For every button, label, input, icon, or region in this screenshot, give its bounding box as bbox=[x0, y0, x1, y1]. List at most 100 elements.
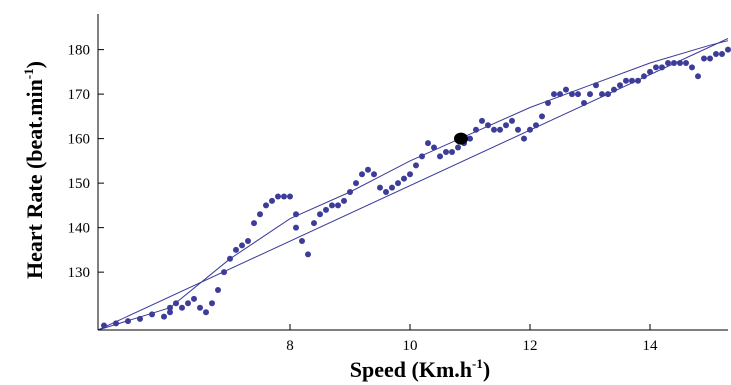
data-point bbox=[449, 148, 455, 155]
y-tick-label: 130 bbox=[68, 265, 91, 281]
data-point bbox=[629, 77, 635, 84]
data-point bbox=[695, 73, 701, 80]
axes bbox=[97, 14, 728, 331]
data-point bbox=[599, 91, 605, 98]
data-point bbox=[563, 86, 569, 93]
data-point bbox=[329, 202, 335, 209]
data-point bbox=[407, 171, 413, 178]
data-point bbox=[635, 77, 641, 84]
data-point bbox=[161, 313, 167, 320]
y-tick-label: 160 bbox=[68, 132, 91, 148]
data-point bbox=[689, 64, 695, 71]
data-point bbox=[545, 100, 551, 107]
data-point bbox=[683, 59, 689, 66]
data-point bbox=[575, 91, 581, 98]
y-tick-label: 140 bbox=[68, 221, 91, 237]
data-point bbox=[257, 211, 263, 218]
x-tick-label: 8 bbox=[286, 338, 294, 354]
data-point bbox=[521, 135, 527, 142]
data-point bbox=[245, 237, 251, 244]
data-point bbox=[269, 197, 275, 204]
data-point bbox=[251, 220, 257, 227]
data-point bbox=[395, 180, 401, 187]
curve-fit-line bbox=[97, 40, 729, 331]
y-tick-label: 180 bbox=[68, 43, 91, 59]
data-point bbox=[701, 55, 707, 62]
data-point bbox=[263, 202, 269, 209]
data-point bbox=[293, 224, 299, 231]
data-point bbox=[185, 300, 191, 307]
data-point bbox=[557, 91, 563, 98]
data-point bbox=[425, 140, 431, 147]
data-point bbox=[203, 309, 209, 316]
data-point bbox=[677, 59, 683, 66]
fit-lines bbox=[97, 38, 729, 331]
data-point bbox=[191, 295, 197, 302]
data-point bbox=[431, 144, 437, 151]
highlight-marker bbox=[454, 132, 468, 145]
data-point bbox=[101, 322, 107, 329]
x-axis-title: Speed (Km.h-1) bbox=[350, 356, 490, 382]
data-point bbox=[311, 220, 317, 227]
tick-labels: 8 10 12 14 130 140 150 160 170 180 bbox=[68, 43, 659, 354]
data-point bbox=[167, 309, 173, 316]
data-point bbox=[725, 46, 731, 53]
data-point bbox=[671, 59, 677, 66]
data-point bbox=[527, 126, 533, 133]
data-point bbox=[419, 153, 425, 160]
data-point bbox=[353, 180, 359, 187]
data-point bbox=[299, 237, 305, 244]
y-tick-label: 150 bbox=[68, 176, 91, 192]
data-point bbox=[371, 171, 377, 178]
data-point bbox=[593, 82, 599, 89]
data-point bbox=[437, 153, 443, 160]
data-point bbox=[473, 126, 479, 133]
data-point bbox=[383, 189, 389, 196]
data-point bbox=[197, 304, 203, 311]
y-tick-label: 170 bbox=[68, 87, 91, 103]
data-point bbox=[317, 211, 323, 218]
data-point bbox=[611, 86, 617, 93]
data-point bbox=[503, 122, 509, 129]
data-point bbox=[227, 255, 233, 262]
data-point bbox=[335, 202, 341, 209]
data-point bbox=[347, 189, 353, 196]
x-tick-label: 10 bbox=[403, 338, 418, 354]
data-point bbox=[707, 55, 713, 62]
data-point bbox=[713, 51, 719, 58]
data-point bbox=[467, 135, 473, 142]
data-point bbox=[221, 269, 227, 276]
data-point bbox=[665, 59, 671, 66]
data-point bbox=[305, 251, 311, 258]
data-point bbox=[389, 184, 395, 191]
data-point bbox=[719, 51, 725, 58]
data-point bbox=[647, 68, 653, 75]
data-point bbox=[113, 320, 119, 327]
data-point bbox=[323, 206, 329, 213]
data-point bbox=[137, 315, 143, 322]
y-axis-title: Heart Rate (beat.min-1) bbox=[21, 61, 47, 279]
data-point bbox=[209, 300, 215, 307]
data-point bbox=[653, 64, 659, 71]
data-point bbox=[623, 77, 629, 84]
data-point bbox=[401, 175, 407, 182]
data-point bbox=[179, 304, 185, 311]
scatter-points bbox=[101, 46, 731, 329]
data-point bbox=[149, 311, 155, 318]
data-point bbox=[617, 82, 623, 89]
data-point bbox=[293, 211, 299, 218]
data-point bbox=[443, 148, 449, 155]
data-point bbox=[275, 193, 281, 200]
data-point bbox=[359, 171, 365, 178]
data-point bbox=[641, 73, 647, 80]
data-point bbox=[341, 197, 347, 204]
data-point bbox=[281, 193, 287, 200]
data-point bbox=[167, 304, 173, 311]
data-point bbox=[233, 246, 239, 253]
data-point bbox=[479, 117, 485, 124]
data-point bbox=[215, 286, 221, 293]
data-point bbox=[491, 126, 497, 133]
data-point bbox=[539, 113, 545, 120]
data-point bbox=[125, 318, 131, 325]
